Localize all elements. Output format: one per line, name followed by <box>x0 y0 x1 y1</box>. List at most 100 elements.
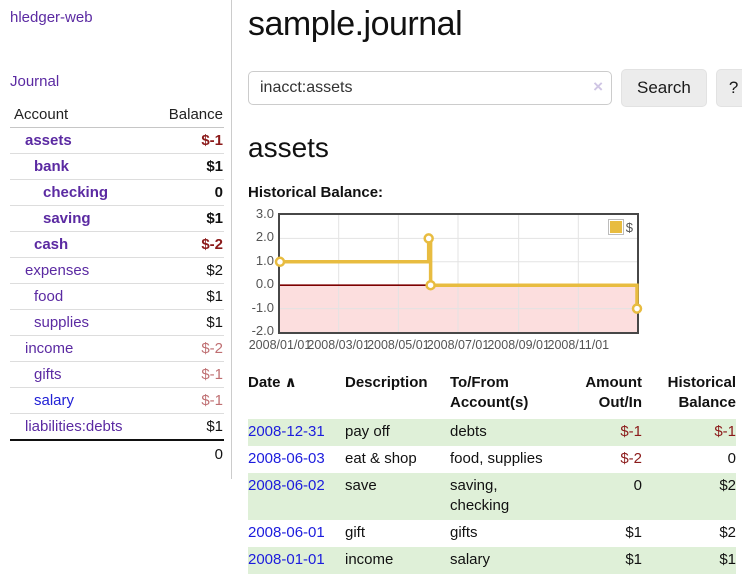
x-axis-tick-label: 2008/03/01 <box>307 338 370 352</box>
legend-label: $ <box>625 219 633 235</box>
account-row: assets $-1 <box>10 128 224 154</box>
account-name-cell: saving <box>10 206 150 232</box>
transaction-date-link[interactable]: 2008-01-01 <box>248 551 325 568</box>
account-link[interactable]: saving <box>43 210 91 227</box>
accounts-header-row: Account Balance <box>10 104 224 128</box>
register-amount: $-1 <box>562 419 642 446</box>
account-row: food $1 <box>10 284 224 310</box>
brand-link[interactable]: hledger-web <box>10 9 93 26</box>
register-header-label: Date <box>248 374 281 391</box>
register-amount: 0 <box>562 473 642 520</box>
account-link[interactable]: income <box>25 340 74 357</box>
account-balance: $-1 <box>201 366 223 383</box>
y-axis-tick-label: -2.0 <box>251 323 274 338</box>
register-header-label: Historical Balance <box>667 374 736 411</box>
register-row[interactable]: 2008-06-01 gift gifts $1 $2 <box>248 520 736 547</box>
transaction-date-link[interactable]: 2008-06-02 <box>248 477 325 494</box>
account-row: supplies $1 <box>10 310 224 336</box>
x-axis-tick-label: 2008/07/01 <box>426 338 490 352</box>
page-title: sample.journal <box>248 5 463 43</box>
y-axis-tick-label: 0.0 <box>255 276 274 292</box>
register-header-accounts: To/From Account(s) <box>450 373 562 419</box>
account-row: saving $1 <box>10 206 224 232</box>
y-axis-tick-label: 1.0 <box>255 252 274 268</box>
account-link[interactable]: expenses <box>25 262 90 279</box>
nav-journal-link[interactable]: Journal <box>10 73 60 90</box>
y-axis-tick-label: 3.0 <box>255 206 274 221</box>
transaction-date-link[interactable]: 2008-06-01 <box>248 524 325 541</box>
chart-title: Historical Balance: <box>248 184 384 201</box>
account-link[interactable]: checking <box>43 184 109 201</box>
register-accounts: food, supplies <box>450 450 543 467</box>
register-balance: $2 <box>719 524 736 541</box>
register-accounts: salary <box>450 547 562 574</box>
register-row[interactable]: 2008-12-31 pay off debts $-1 $-1 <box>248 419 736 446</box>
account-link[interactable]: salary <box>34 392 75 409</box>
account-link[interactable]: bank <box>34 158 70 175</box>
historical-balance-chart[interactable]: $3.0 2.0 1.0 0.0 -1.0 -2.0 2008/01/01 2008/03/0… <box>248 207 668 352</box>
register-amount: $-2 <box>620 450 642 467</box>
register-description: save <box>345 473 450 520</box>
account-link[interactable]: cash <box>34 236 69 253</box>
account-name-cell: food <box>10 284 150 310</box>
account-link[interactable]: gifts <box>34 366 62 383</box>
transaction-date-link[interactable]: 2008-12-31 <box>248 423 325 440</box>
register-header-row: Date ∧ Description To/From Account(s) Amoun… <box>248 373 736 419</box>
account-name-cell: supplies <box>10 310 150 336</box>
account-link[interactable]: assets <box>25 132 72 149</box>
account-link[interactable]: food <box>34 288 64 305</box>
search-box: × <box>248 71 612 105</box>
register-description: gift <box>345 524 366 541</box>
account-balance: $1 <box>206 288 223 305</box>
account-link[interactable]: liabilities:debts <box>25 418 123 435</box>
account-name-cell: checking <box>10 180 150 206</box>
y-axis-tick-label: -1.0 <box>251 299 274 315</box>
register-balance: 0 <box>727 450 736 467</box>
data-point-marker <box>274 256 286 268</box>
clear-search-icon[interactable]: × <box>593 77 603 96</box>
x-axis-tick-label: 2008/11/01 <box>547 338 610 352</box>
register-row[interactable]: 2008-06-02 save saving, checking 0 $2 <box>248 473 736 520</box>
account-row: liabilities:debts $1 <box>10 414 224 441</box>
register-row[interactable]: 2008-06-03 eat & shop food, supplies $-2 0 <box>248 446 736 473</box>
search-input[interactable] <box>248 71 612 105</box>
sidebar: hledger-web Journal Account Balance asse… <box>0 0 232 479</box>
legend-swatch-icon <box>607 219 624 235</box>
register-row[interactable]: 2008-01-01 income salary $1 $1 <box>248 547 736 574</box>
account-name-cell: assets <box>10 128 150 154</box>
account-balance: $1 <box>206 314 223 331</box>
register-amount: $1 <box>625 524 642 541</box>
register-date-cell: 2008-06-03 <box>248 446 345 473</box>
account-title: assets <box>248 132 329 163</box>
account-name-cell: expenses <box>10 258 150 284</box>
transaction-date-link[interactable]: 2008-06-03 <box>248 450 325 467</box>
chart-plot-area[interactable]: $ <box>274 213 643 334</box>
account-name-cell: liabilities:debts <box>10 414 150 441</box>
register-header-amount: Amount Out/In <box>562 373 642 419</box>
x-axis-tick-label: 2008/01/01 <box>248 338 312 352</box>
register-balance: $1 <box>642 547 736 574</box>
account-balance: $-2 <box>201 340 223 357</box>
register-header-balance: Historical Balance <box>642 373 736 419</box>
register-accounts: saving, checking <box>450 473 562 520</box>
accounts-table: Account Balance assets $-1 bank $1 checking 0… <box>10 104 224 465</box>
account-name-cell: gifts <box>10 362 150 388</box>
register-header-description: Description <box>345 373 450 419</box>
sort-ascending-icon[interactable]: ∧ <box>280 374 297 391</box>
account-row: expenses $2 <box>10 258 224 284</box>
account-balance: $1 <box>206 210 223 227</box>
register-date-cell: 2008-01-01 <box>248 547 345 574</box>
accounts-total-spacer <box>10 439 151 465</box>
register-header-date[interactable]: Date ∧ <box>248 373 345 419</box>
accounts-header-account: Account <box>10 104 151 128</box>
chart-legend: $ <box>607 219 633 235</box>
register-header-label: Description <box>345 374 428 391</box>
register-description: eat & shop <box>345 450 417 467</box>
help-button[interactable]: ? <box>715 69 742 107</box>
account-balance: $-1 <box>201 132 223 149</box>
search-button[interactable]: Search <box>621 69 707 107</box>
account-link[interactable]: supplies <box>34 314 90 331</box>
accounts-total-value: 0 <box>150 439 224 465</box>
account-row: income $-2 <box>10 336 224 362</box>
